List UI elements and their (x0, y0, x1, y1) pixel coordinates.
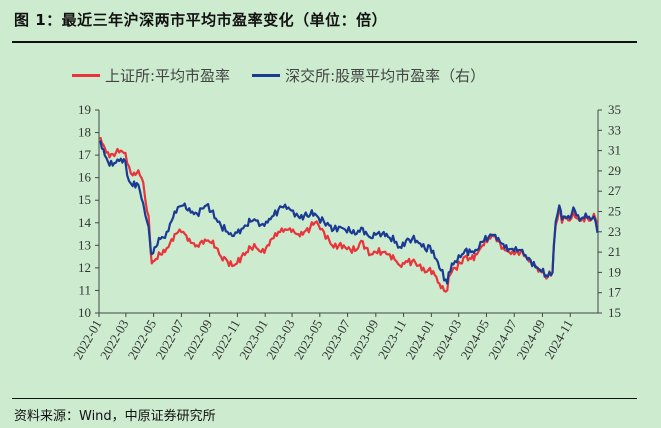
chart-title: 图 1：最近三年沪深两市平均市盈率变化（单位：倍） (14, 11, 388, 29)
y-right-tick-label: 19 (608, 264, 621, 279)
legend-label-sz: 深交所:股票平均市盈率（右） (285, 66, 486, 85)
y-right-tick-label: 25 (608, 204, 621, 219)
y-right-tick-label: 27 (608, 183, 622, 198)
y-left-tick-label: 18 (78, 125, 91, 140)
y-right-tick-label: 23 (608, 224, 621, 239)
y-right-tick-label: 31 (608, 143, 621, 158)
y-left-tick-label: 17 (78, 147, 92, 162)
y-left-tick-label: 11 (78, 282, 91, 297)
chart-legend: 上证所:平均市盈率 深交所:股票平均市盈率（右） (72, 65, 485, 85)
y-left-tick-label: 10 (78, 305, 91, 320)
y-right-tick-label: 21 (608, 244, 621, 259)
y-left-tick-label: 14 (78, 215, 92, 230)
y-right-tick-label: 15 (608, 305, 621, 320)
y-right-tick-label: 29 (608, 163, 621, 178)
y-right-tick-label: 17 (608, 285, 622, 300)
chart-lines (99, 136, 599, 293)
y-left-tick-label: 13 (78, 237, 91, 252)
legend-item-sz: 深交所:股票平均市盈率（右） (252, 65, 485, 86)
y-left-tick-label: 15 (78, 192, 91, 207)
source-note: 资料来源：Wind，中原证券研究所 (14, 409, 216, 424)
y-left-tick-label: 19 (78, 102, 91, 117)
title-rule (12, 41, 637, 43)
legend-swatch-sz (252, 73, 281, 77)
y-left-tick-label: 16 (78, 170, 92, 185)
legend-item-sh: 上证所:平均市盈率 (72, 65, 230, 86)
legend-label-sh: 上证所:平均市盈率 (105, 66, 231, 85)
series-line-sz (99, 140, 599, 285)
legend-swatch-sh (72, 73, 100, 77)
footer-rule (12, 398, 637, 399)
series-line-sh (99, 136, 599, 293)
y-right-tick-label: 33 (608, 122, 621, 137)
y-right-tick-label: 35 (608, 102, 621, 117)
y-left-tick-label: 12 (78, 260, 91, 275)
